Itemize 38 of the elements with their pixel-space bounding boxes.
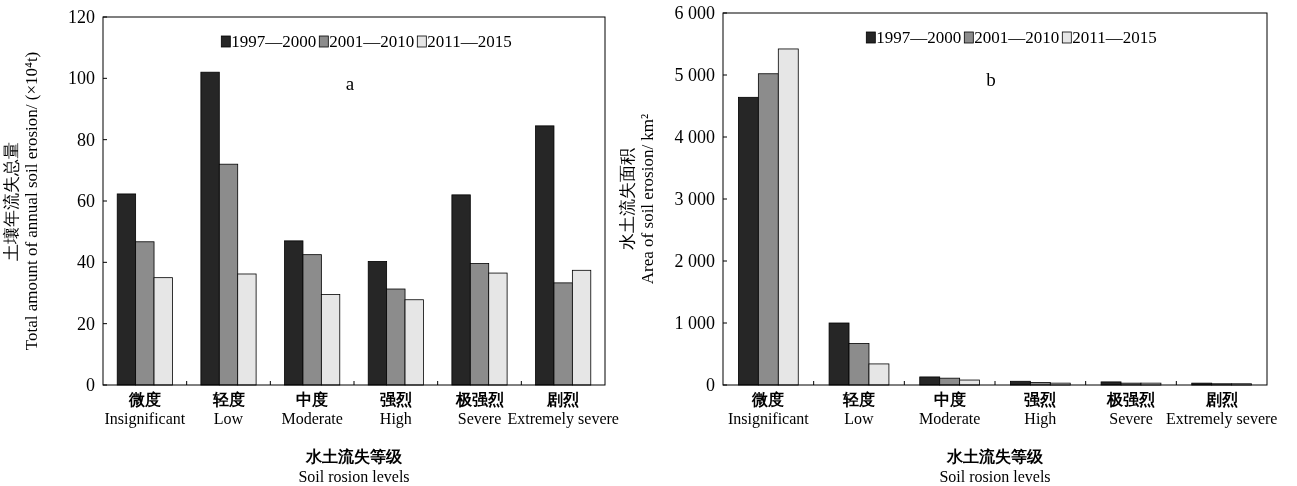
x-tick-label: 微度 Insignificant — [727, 390, 810, 428]
x-tick-label: 极强烈 Severe — [1106, 391, 1155, 427]
y-tick-label: 3 000 — [674, 189, 715, 209]
x-tick-label: 极强烈 Severe — [454, 391, 504, 427]
legend-label: 2001—2010 — [974, 28, 1060, 47]
legend-label: 2011—2015 — [1072, 28, 1157, 47]
x-tick-label: 轻度 Low — [842, 390, 875, 427]
x-axis-title: 水土流失等级 Soil rosion levels — [939, 447, 1051, 485]
x-axis-title: 水土流失等级 Soil rosion levels — [298, 447, 410, 485]
x-tick-label: 强烈 High — [379, 391, 412, 428]
legend-label: 1997—2000 — [231, 32, 317, 51]
y-axis-title: 土壤年流失总量 Total amount of annual soil erosion/ (×10⁴t) — [2, 51, 41, 351]
y-tick-label: 0 — [706, 375, 715, 395]
legend-label: 1997—2000 — [876, 28, 962, 47]
x-tick-label: 强烈 High — [1024, 391, 1057, 428]
y-tick-label: 2 000 — [674, 251, 715, 271]
legend-label: 2001—2010 — [329, 32, 415, 51]
y-tick-label: 5 000 — [674, 65, 715, 85]
y-tick-label: 1 000 — [674, 313, 715, 333]
y-axis-title: 水土流失面积 Area of soil erosion/ km² — [618, 113, 657, 285]
x-tick-label: 微度 Insignificant — [104, 390, 186, 428]
annotation: a — [345, 73, 355, 94]
y-tick-label: 4 000 — [674, 127, 715, 147]
y-tick-label: 40 — [77, 252, 95, 273]
x-tick-label: 剧烈 Extremely severe — [507, 391, 619, 428]
y-tick-label: 100 — [68, 68, 95, 89]
y-tick-label: 120 — [68, 7, 95, 27]
x-tick-label: 轻度 Low — [211, 390, 245, 427]
annotation: b — [986, 69, 996, 90]
x-tick-label: 剧烈 Extremely severe — [1165, 391, 1278, 428]
x-tick-label: 中度 Moderate — [281, 390, 343, 427]
y-tick-label: 0 — [86, 375, 95, 395]
y-tick-label: 80 — [77, 129, 95, 150]
y-tick-label: 20 — [77, 313, 95, 334]
y-tick-label: 6 000 — [674, 3, 715, 23]
y-tick-label: 60 — [77, 191, 95, 211]
x-tick-label: 中度 Moderate — [919, 390, 981, 427]
legend-label: 2011—2015 — [427, 32, 512, 51]
